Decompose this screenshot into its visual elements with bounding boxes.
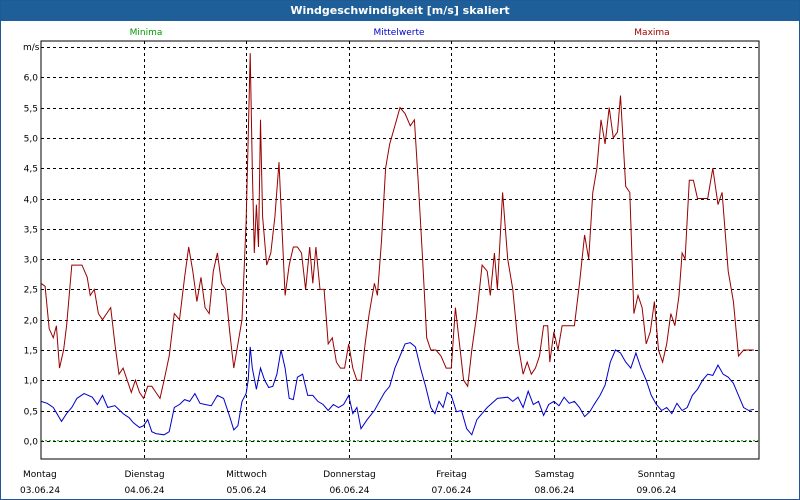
x-tick-date-label: 05.06.24 [226,486,266,496]
x-tick-day-label: Freitag [436,470,467,480]
x-tick-day-label: Sonntag [638,470,675,480]
x-tick-day-label: Donnerstag [323,470,376,480]
x-tick-date-label: 09.06.24 [636,486,676,496]
x-tick-date-label: 03.06.24 [20,486,60,496]
x-tick-day-label: Dienstag [124,470,164,480]
x-tick-date-label: 07.06.24 [431,486,471,496]
y-tick-label: 4,0 [24,196,39,206]
legend-entry-minima: Minima [130,28,163,38]
x-tick-day-label: Montag [23,470,57,480]
y-tick-label: 6,0 [24,74,39,84]
plot-border [40,40,760,460]
x-tick-day-label: Mittwoch [226,470,267,480]
y-tick-label: 2,5 [24,286,38,296]
y-tick-label: 1,0 [24,377,39,387]
legend-entry-maxima: Maxima [634,28,669,38]
x-tick-day-label: Samstag [535,470,574,480]
y-axis-label: m/s [23,43,40,53]
y-tick-label: 3,0 [24,256,39,266]
y-tick-label: 0,0 [24,438,39,448]
y-tick-label: 2,0 [24,317,39,327]
x-tick-date-label: 06.06.24 [329,486,369,496]
x-tick-date-label: 04.06.24 [124,486,164,496]
x-tick-date-label: 08.06.24 [534,486,574,496]
window-title: Windgeschwindigkeit [m/s] skaliert [1,1,799,21]
series-line-maxima [40,53,754,400]
y-tick-label: 0,5 [24,408,38,418]
y-tick-label: 5,0 [24,135,39,145]
y-tick-label: 1,5 [24,347,38,357]
y-tick-label: 4,5 [24,165,38,175]
y-tick-label: 5,5 [24,105,38,115]
series-layer [40,53,759,442]
label-layer: 0,0 0,5 1,0 1,5 2,0 2,5 3,0 3,5 4,0 4,5 5,0 5,5 6,0 m… [20,28,677,496]
legend-entry-mittelwerte: Mittelwerte [373,28,424,38]
series-line-mittelwerte [40,342,755,436]
y-tick-label: 3,5 [24,226,38,236]
